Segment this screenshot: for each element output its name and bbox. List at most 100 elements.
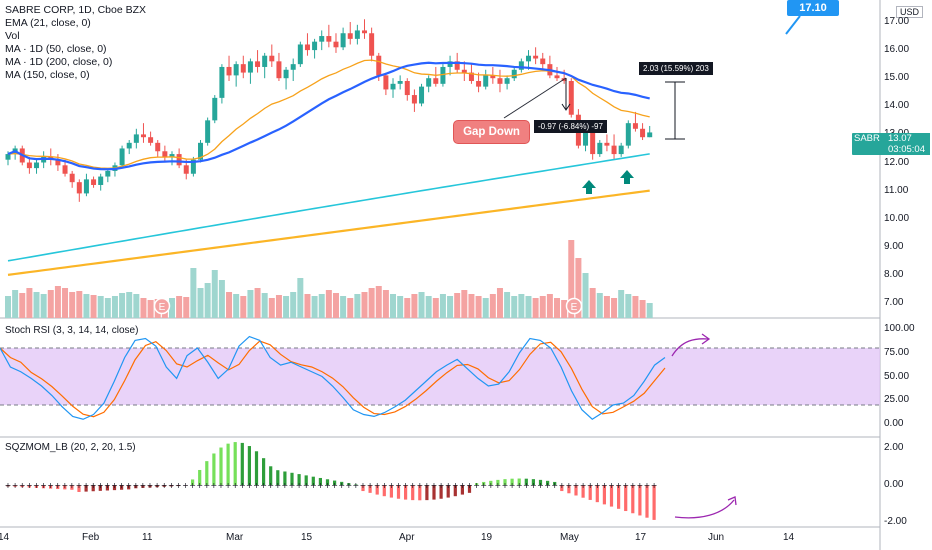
ma200-line (7, 153, 650, 262)
sqzmom-bar (84, 485, 88, 492)
volume-bar (119, 293, 126, 318)
candle-body (397, 81, 403, 84)
ma50-label[interactable]: MA · 1D (50, close, 0) (5, 43, 107, 55)
squeeze-dot: + (495, 481, 502, 490)
volume-bar (432, 298, 439, 318)
ma200-label[interactable]: MA · 1D (200, close, 0) (5, 56, 113, 68)
earnings-marker-text: E (159, 302, 166, 313)
volume-bar (204, 283, 211, 318)
squeeze-dot: + (175, 481, 182, 490)
volume-bar (47, 290, 54, 318)
last-price-value-box: 13.07 03:05:04 (884, 133, 930, 155)
candle-body (590, 131, 596, 155)
sqzmom-bar (560, 485, 564, 492)
gap-down-pointer (503, 77, 567, 119)
squeeze-dot: + (424, 481, 431, 490)
candle-body (625, 123, 631, 146)
ma150-line (7, 189, 650, 276)
volume-bar (168, 298, 175, 318)
squeeze-dot: + (296, 481, 303, 490)
squeeze-dot: + (487, 481, 494, 490)
volume-bar (496, 288, 503, 318)
volume-bar (211, 270, 218, 318)
candle-body (326, 36, 332, 42)
candle-body (212, 97, 218, 121)
squeeze-dot: + (402, 481, 409, 490)
target-price-bubble[interactable]: 17.10 (787, 0, 839, 16)
sqzmom-bar (340, 481, 344, 486)
rsi-tick-label: 50.00 (884, 370, 910, 382)
volume-bar (525, 296, 532, 318)
candle-body (376, 55, 382, 76)
volume-bar (561, 300, 568, 318)
volume-bar (332, 293, 339, 318)
sqzmom-bar (198, 469, 202, 486)
candle-body (26, 162, 32, 169)
candle-body (304, 44, 310, 51)
volume-bar (603, 296, 610, 318)
price-tick-label: 15.00 (884, 72, 910, 84)
volume-bar (190, 268, 197, 318)
sqzmom-bar (63, 485, 67, 490)
candle-body (62, 165, 68, 174)
sqzmom-bar (595, 485, 599, 503)
price-tick-label: 14.00 (884, 100, 910, 112)
candle-body (247, 61, 253, 73)
candle-body (583, 131, 589, 146)
squeeze-dot: + (140, 481, 147, 490)
candle-body (91, 179, 97, 185)
squeeze-dot: + (345, 481, 352, 490)
volume-bar (90, 295, 97, 318)
ma150-label[interactable]: MA (150, close, 0) (5, 69, 90, 81)
squeeze-dot: + (182, 481, 189, 490)
earnings-marker (565, 297, 583, 315)
squeeze-dot: + (324, 481, 331, 490)
sqzmom-bar (453, 485, 457, 497)
squeeze-dot: + (431, 481, 438, 490)
sqzmom-bar (546, 480, 550, 486)
volume-bar (618, 290, 625, 318)
measure-up-label[interactable]: 2.03 (15.59%) 203 (639, 62, 713, 75)
measure-down-label[interactable]: -0.97 (-6.84%) -97 (534, 120, 607, 133)
volume-bar (518, 294, 525, 318)
currency-badge[interactable]: USD (896, 6, 924, 18)
volume-bar (632, 296, 639, 318)
volume-bar (33, 292, 40, 318)
sqzmom-bar (517, 478, 521, 486)
candle-body (155, 142, 161, 152)
squeeze-dot: + (310, 481, 317, 490)
sqzmom-bar (56, 485, 60, 490)
squeeze-dot: + (118, 481, 125, 490)
sqzmom-bar (510, 478, 514, 486)
candle-body (483, 75, 489, 87)
candle-body (440, 66, 446, 84)
stoch-rsi-label[interactable]: Stoch RSI (3, 3, 14, 14, close) (5, 325, 139, 336)
squeeze-dot: + (587, 481, 594, 490)
candle-body (176, 154, 182, 166)
candle-body (640, 128, 646, 138)
gap-down-callout[interactable]: Gap Down (453, 120, 530, 144)
squeeze-dot: + (367, 481, 374, 490)
candle-body (454, 61, 460, 70)
sqzmom-bar (20, 485, 24, 488)
sqzmom-label[interactable]: SQZMOM_LB (20, 2, 20, 1.5) (5, 442, 136, 453)
ema-label[interactable]: EMA (21, close, 0) (5, 17, 91, 29)
symbol-title[interactable]: SABRE CORP, 1D, Cboe BZX (5, 4, 147, 16)
squeeze-dot: + (516, 481, 523, 490)
volume-bar (83, 294, 90, 318)
candle-body (347, 33, 353, 39)
sqzmom-bar (13, 485, 17, 487)
candle-body (390, 83, 396, 90)
candle-body (419, 86, 425, 104)
candle-body (604, 142, 610, 146)
candle-body (76, 182, 82, 194)
sqzmom-bar (638, 485, 642, 516)
price-tick-label: 9.00 (884, 240, 904, 252)
sqzmom-bar (212, 453, 216, 486)
sqzmom-bar (503, 479, 507, 486)
target-pointer (785, 15, 801, 35)
volume-bar (596, 293, 603, 318)
candle-body (312, 41, 318, 51)
vol-label[interactable]: Vol (5, 30, 20, 42)
candle-body (255, 61, 261, 67)
